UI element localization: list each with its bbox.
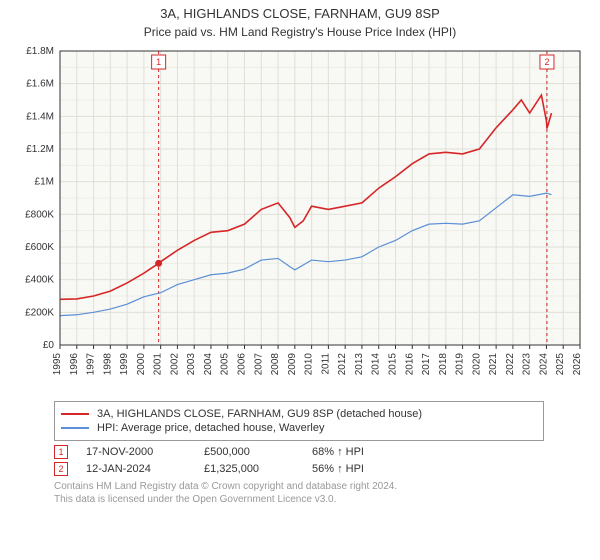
- legend-label-property: 3A, HIGHLANDS CLOSE, FARNHAM, GU9 8SP (d…: [97, 408, 422, 420]
- legend-label-hpi: HPI: Average price, detached house, Wave…: [97, 422, 324, 434]
- footer-credits: Contains HM Land Registry data © Crown c…: [54, 480, 588, 506]
- svg-text:2007: 2007: [253, 353, 264, 376]
- legend: 3A, HIGHLANDS CLOSE, FARNHAM, GU9 8SP (d…: [54, 401, 544, 441]
- svg-text:£400K: £400K: [25, 275, 54, 286]
- svg-text:1998: 1998: [102, 353, 113, 376]
- svg-text:2016: 2016: [404, 353, 415, 376]
- svg-text:2022: 2022: [505, 353, 516, 376]
- marker-pct: 56% ↑ HPI: [312, 463, 392, 475]
- svg-text:2005: 2005: [220, 353, 231, 376]
- marker-price: £1,325,000: [204, 463, 294, 475]
- marker-row: 2 12-JAN-2024 £1,325,000 56% ↑ HPI: [54, 462, 588, 476]
- svg-text:£1.8M: £1.8M: [26, 46, 54, 57]
- marker-num-box: 1: [54, 445, 68, 459]
- svg-text:2021: 2021: [488, 353, 499, 376]
- marker-price: £500,000: [204, 446, 294, 458]
- svg-text:2: 2: [544, 57, 549, 67]
- svg-text:2011: 2011: [320, 353, 331, 375]
- svg-text:1995: 1995: [52, 353, 63, 376]
- marker-num-box: 2: [54, 462, 68, 476]
- svg-text:2014: 2014: [371, 353, 382, 376]
- svg-text:2000: 2000: [136, 353, 147, 376]
- svg-text:2019: 2019: [455, 353, 466, 376]
- svg-text:2001: 2001: [153, 353, 164, 376]
- svg-text:2018: 2018: [438, 353, 449, 376]
- svg-text:2002: 2002: [169, 353, 180, 376]
- marker-date: 12-JAN-2024: [86, 463, 186, 475]
- svg-text:2023: 2023: [522, 353, 533, 376]
- footer-line: Contains HM Land Registry data © Crown c…: [54, 480, 588, 493]
- svg-text:2026: 2026: [572, 353, 583, 376]
- svg-text:1997: 1997: [86, 353, 97, 376]
- svg-text:2013: 2013: [354, 353, 365, 376]
- legend-swatch-property: [61, 413, 89, 415]
- svg-text:2024: 2024: [538, 353, 549, 376]
- svg-text:£1.4M: £1.4M: [26, 111, 54, 122]
- svg-text:£600K: £600K: [25, 242, 54, 253]
- legend-swatch-hpi: [61, 427, 89, 429]
- chart-title-block: 3A, HIGHLANDS CLOSE, FARNHAM, GU9 8SP Pr…: [12, 6, 588, 39]
- svg-text:2006: 2006: [237, 353, 248, 376]
- legend-row: HPI: Average price, detached house, Wave…: [61, 422, 537, 434]
- svg-text:£1.2M: £1.2M: [26, 144, 54, 155]
- markers-table: 1 17-NOV-2000 £500,000 68% ↑ HPI 2 12-JAN-202…: [54, 445, 588, 476]
- svg-text:2009: 2009: [287, 353, 298, 376]
- svg-text:£800K: £800K: [25, 209, 54, 220]
- chart-subtitle: Price paid vs. HM Land Registry's House …: [12, 25, 588, 39]
- svg-text:2004: 2004: [203, 353, 214, 376]
- chart-area: £0 £200K £400K £600K £800K £1M £1.2M £1.4M £1.6M…: [12, 45, 588, 395]
- svg-text:2025: 2025: [555, 353, 566, 376]
- svg-text:2008: 2008: [270, 353, 281, 376]
- svg-text:£1.6M: £1.6M: [26, 79, 54, 90]
- chart-title: 3A, HIGHLANDS CLOSE, FARNHAM, GU9 8SP: [12, 6, 588, 21]
- svg-text:£1M: £1M: [35, 177, 54, 188]
- marker-date: 17-NOV-2000: [86, 446, 186, 458]
- svg-text:2017: 2017: [421, 353, 432, 376]
- svg-text:1996: 1996: [69, 353, 80, 376]
- marker-pct: 68% ↑ HPI: [312, 446, 392, 458]
- svg-text:2010: 2010: [304, 353, 315, 376]
- svg-text:2003: 2003: [186, 353, 197, 376]
- legend-row: 3A, HIGHLANDS CLOSE, FARNHAM, GU9 8SP (d…: [61, 408, 537, 420]
- marker-row: 1 17-NOV-2000 £500,000 68% ↑ HPI: [54, 445, 588, 459]
- svg-text:1999: 1999: [119, 353, 130, 376]
- svg-text:1: 1: [156, 57, 161, 67]
- svg-text:2020: 2020: [471, 353, 482, 376]
- footer-line: This data is licensed under the Open Gov…: [54, 493, 588, 506]
- svg-text:£200K: £200K: [25, 307, 54, 318]
- svg-text:2015: 2015: [387, 353, 398, 376]
- svg-text:£0: £0: [43, 340, 55, 351]
- svg-text:2012: 2012: [337, 353, 348, 376]
